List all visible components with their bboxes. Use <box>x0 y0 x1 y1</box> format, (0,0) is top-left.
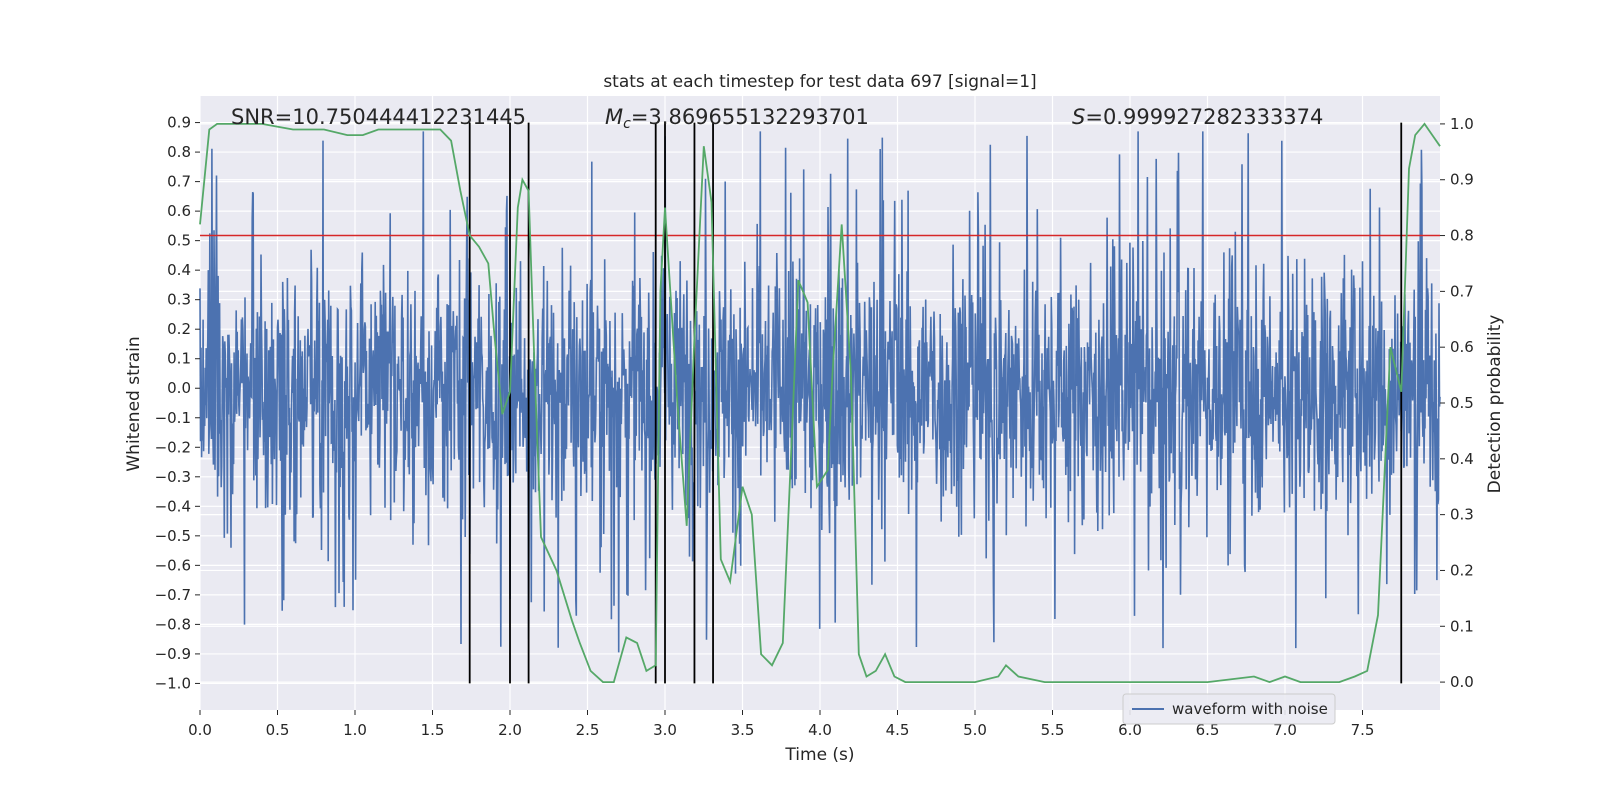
y-left-tick-label: 0.4 <box>167 261 191 279</box>
x-tick-label: 0.5 <box>266 721 290 739</box>
chart-title: stats at each timestep for test data 697… <box>603 72 1036 92</box>
y-right-tick-label: 0.0 <box>1450 673 1474 691</box>
x-tick-label: 4.5 <box>886 721 910 739</box>
x-tick-label: 7.5 <box>1351 721 1375 739</box>
x-tick-label: 2.5 <box>576 721 600 739</box>
y-left-tick-label: −0.3 <box>155 468 191 486</box>
x-tick-label: 6.0 <box>1118 721 1142 739</box>
x-tick-label: 5.0 <box>963 721 987 739</box>
x-tick-label: 1.5 <box>421 721 445 739</box>
y-right-tick-label: 0.2 <box>1450 561 1474 579</box>
y-left-tick-label: 0.5 <box>167 232 191 250</box>
chirp-mass-subscript: c <box>623 116 631 132</box>
y-left-tick-label: −0.7 <box>155 586 191 604</box>
snr-annotation: SNR=10.750444412231445 <box>231 105 526 129</box>
y-right-tick-label: 0.7 <box>1450 282 1474 300</box>
legend: waveform with noise <box>1122 693 1336 725</box>
y-left-tick-label: 0.9 <box>167 114 191 132</box>
chirp-mass-annotation: Mc=3.869655132293701 <box>605 105 869 132</box>
y-right-tick-label: 0.1 <box>1450 617 1474 635</box>
y-left-axis-label: Whitened strain <box>124 336 144 471</box>
y-right-tick-label: 0.8 <box>1450 227 1474 245</box>
y-left-tick-label: −0.9 <box>155 645 191 663</box>
x-tick-label: 3.5 <box>731 721 755 739</box>
y-left-tick-label: 0.6 <box>167 202 191 220</box>
y-right-tick-label: 0.9 <box>1450 171 1474 189</box>
x-tick-label: 5.5 <box>1041 721 1065 739</box>
score-symbol: S <box>1072 105 1085 129</box>
legend-label: waveform with noise <box>1172 700 1328 718</box>
x-tick-label: 2.0 <box>498 721 522 739</box>
y-left-tick-label: 0.2 <box>167 320 191 338</box>
y-left-tick-label: −0.8 <box>155 615 191 633</box>
y-right-tick-label: 0.5 <box>1450 394 1474 412</box>
waveform-line <box>199 131 1441 653</box>
x-tick-label: 1.0 <box>343 721 367 739</box>
y-left-tick-label: −0.5 <box>155 527 191 545</box>
y-right-axis-ticks: 1.0 0.9 0.8 0.7 0.6 0.5 0.4 0.3 0.2 0.1 0.0 <box>1440 115 1474 691</box>
x-tick-label: 4.0 <box>808 721 832 739</box>
x-axis-ticks: 0.0 0.5 1.0 1.5 2.0 2.5 3.0 3.5 4.0 4.5 5.0 5.5 6.0 6… <box>188 710 1374 739</box>
x-tick-label: 6.5 <box>1196 721 1220 739</box>
score-annotation: S=0.999927282333374 <box>1072 105 1323 129</box>
probability-line <box>199 122 1441 684</box>
y-left-tick-label: 0.8 <box>167 143 191 161</box>
y-left-tick-label: 0.0 <box>167 379 191 397</box>
y-right-axis-label: Detection probability <box>1485 315 1505 494</box>
detection-probability-series <box>199 122 1441 684</box>
y-right-tick-label: 0.6 <box>1450 338 1474 356</box>
y-left-tick-label: 0.3 <box>167 291 191 309</box>
chirp-mass-value: =3.869655132293701 <box>631 105 869 129</box>
y-left-axis-ticks: 0.9 0.8 0.7 0.6 0.5 0.4 0.3 0.2 0.1 0.0 −0.1 −0.2 −0… <box>155 114 200 692</box>
y-right-tick-label: 0.3 <box>1450 506 1474 524</box>
x-tick-label: 0.0 <box>188 721 212 739</box>
y-right-tick-label: 0.4 <box>1450 450 1474 468</box>
chirp-mass-symbol: M <box>605 105 623 129</box>
y-left-tick-label: −0.4 <box>155 497 191 515</box>
score-value: =0.999927282333374 <box>1085 105 1323 129</box>
x-axis-label: Time (s) <box>784 745 854 765</box>
y-left-tick-label: −0.2 <box>155 438 191 456</box>
x-tick-label: 3.0 <box>653 721 677 739</box>
y-left-tick-label: 0.7 <box>167 173 191 191</box>
y-left-tick-label: −0.1 <box>155 409 191 427</box>
x-tick-label: 7.0 <box>1273 721 1297 739</box>
waveform-series <box>199 131 1441 653</box>
legend-box <box>1122 693 1336 725</box>
y-left-tick-label: 0.1 <box>167 350 191 368</box>
detection-lines <box>468 122 1403 684</box>
y-left-tick-label: −1.0 <box>155 674 191 692</box>
y-left-tick-label: −0.6 <box>155 556 191 574</box>
y-right-tick-label: 1.0 <box>1450 115 1474 133</box>
